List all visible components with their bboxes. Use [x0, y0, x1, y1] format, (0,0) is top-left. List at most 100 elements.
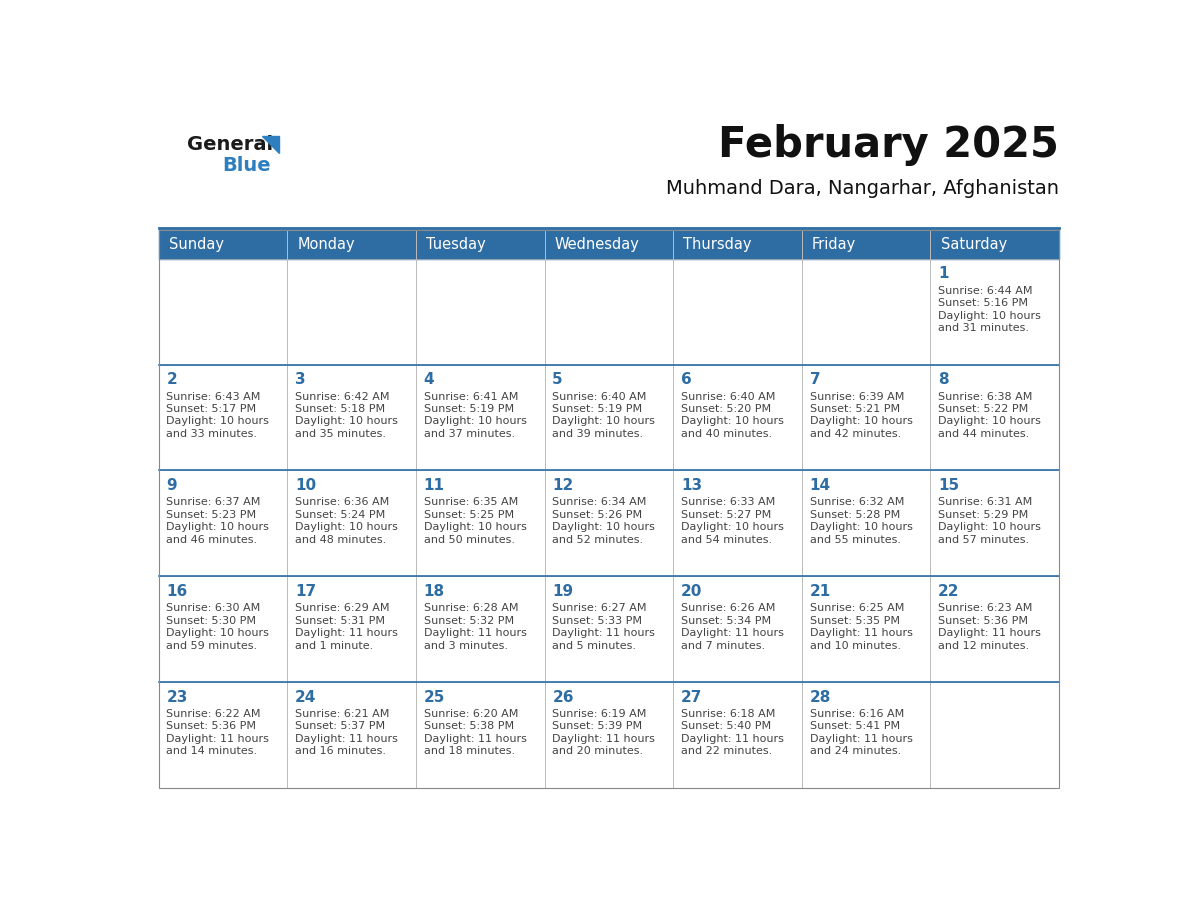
Text: Sunrise: 6:40 AM: Sunrise: 6:40 AM	[681, 391, 776, 401]
Text: Sunset: 5:36 PM: Sunset: 5:36 PM	[939, 616, 1029, 625]
Text: Sunrise: 6:32 AM: Sunrise: 6:32 AM	[809, 498, 904, 508]
Text: Daylight: 10 hours: Daylight: 10 hours	[166, 522, 270, 532]
Text: Sunset: 5:36 PM: Sunset: 5:36 PM	[166, 722, 257, 732]
Text: 7: 7	[809, 373, 820, 387]
Text: Sunset: 5:29 PM: Sunset: 5:29 PM	[939, 509, 1029, 520]
Text: and 54 minutes.: and 54 minutes.	[681, 535, 772, 544]
Text: Saturday: Saturday	[941, 237, 1006, 252]
Text: and 40 minutes.: and 40 minutes.	[681, 429, 772, 439]
Text: 1: 1	[939, 266, 949, 282]
Text: General: General	[188, 135, 273, 154]
Text: 25: 25	[424, 689, 446, 705]
Text: 8: 8	[939, 373, 949, 387]
Text: Daylight: 10 hours: Daylight: 10 hours	[166, 417, 270, 427]
Text: and 37 minutes.: and 37 minutes.	[424, 429, 514, 439]
Bar	[930, 682, 1060, 788]
Text: Sunrise: 6:38 AM: Sunrise: 6:38 AM	[939, 391, 1032, 401]
Text: Daylight: 11 hours: Daylight: 11 hours	[681, 628, 784, 638]
Bar	[802, 364, 930, 470]
Bar	[802, 259, 930, 364]
Text: Sunrise: 6:25 AM: Sunrise: 6:25 AM	[809, 603, 904, 613]
Bar	[158, 470, 287, 577]
Text: Sunrise: 6:30 AM: Sunrise: 6:30 AM	[166, 603, 260, 613]
Text: 21: 21	[809, 584, 830, 599]
Text: Sunrise: 6:27 AM: Sunrise: 6:27 AM	[552, 603, 646, 613]
Text: Sunrise: 6:44 AM: Sunrise: 6:44 AM	[939, 285, 1032, 296]
Text: Daylight: 10 hours: Daylight: 10 hours	[809, 417, 912, 427]
Text: and 5 minutes.: and 5 minutes.	[552, 641, 637, 651]
Bar	[674, 364, 802, 470]
Text: and 18 minutes.: and 18 minutes.	[424, 746, 514, 756]
Text: Daylight: 11 hours: Daylight: 11 hours	[809, 733, 912, 744]
Bar	[544, 577, 674, 682]
Text: Sunrise: 6:21 AM: Sunrise: 6:21 AM	[295, 709, 390, 719]
Text: and 20 minutes.: and 20 minutes.	[552, 746, 644, 756]
Bar	[416, 230, 544, 259]
Text: Sunset: 5:18 PM: Sunset: 5:18 PM	[295, 404, 385, 414]
Text: Sunset: 5:41 PM: Sunset: 5:41 PM	[809, 722, 899, 732]
Bar	[930, 364, 1060, 470]
Text: Sunset: 5:23 PM: Sunset: 5:23 PM	[166, 509, 257, 520]
Text: Sunrise: 6:23 AM: Sunrise: 6:23 AM	[939, 603, 1032, 613]
Text: and 31 minutes.: and 31 minutes.	[939, 323, 1029, 333]
Text: and 33 minutes.: and 33 minutes.	[166, 429, 258, 439]
Text: Sunset: 5:30 PM: Sunset: 5:30 PM	[166, 616, 257, 625]
Bar	[416, 682, 544, 788]
Bar	[930, 230, 1060, 259]
Text: Sunset: 5:37 PM: Sunset: 5:37 PM	[295, 722, 385, 732]
Text: Sunrise: 6:35 AM: Sunrise: 6:35 AM	[424, 498, 518, 508]
Text: Daylight: 11 hours: Daylight: 11 hours	[552, 628, 655, 638]
Text: 26: 26	[552, 689, 574, 705]
Text: 4: 4	[424, 373, 435, 387]
Text: and 22 minutes.: and 22 minutes.	[681, 746, 772, 756]
Text: Muhmand Dara, Nangarhar, Afghanistan: Muhmand Dara, Nangarhar, Afghanistan	[666, 179, 1060, 198]
Text: Daylight: 10 hours: Daylight: 10 hours	[939, 310, 1041, 320]
Bar	[287, 364, 416, 470]
Text: Sunrise: 6:39 AM: Sunrise: 6:39 AM	[809, 391, 904, 401]
Text: and 52 minutes.: and 52 minutes.	[552, 535, 644, 544]
Bar	[674, 682, 802, 788]
Text: 27: 27	[681, 689, 702, 705]
Bar	[674, 577, 802, 682]
Bar	[158, 682, 287, 788]
Text: and 42 minutes.: and 42 minutes.	[809, 429, 901, 439]
Text: Sunset: 5:19 PM: Sunset: 5:19 PM	[552, 404, 643, 414]
Text: Daylight: 11 hours: Daylight: 11 hours	[295, 733, 398, 744]
Text: Sunset: 5:28 PM: Sunset: 5:28 PM	[809, 509, 899, 520]
Text: 11: 11	[424, 478, 444, 493]
Text: Daylight: 11 hours: Daylight: 11 hours	[809, 628, 912, 638]
Text: and 35 minutes.: and 35 minutes.	[295, 429, 386, 439]
Bar	[158, 364, 287, 470]
Text: and 44 minutes.: and 44 minutes.	[939, 429, 1030, 439]
Text: Sunrise: 6:16 AM: Sunrise: 6:16 AM	[809, 709, 904, 719]
Text: Sunrise: 6:36 AM: Sunrise: 6:36 AM	[295, 498, 390, 508]
Text: Daylight: 10 hours: Daylight: 10 hours	[939, 417, 1041, 427]
Text: Daylight: 11 hours: Daylight: 11 hours	[424, 628, 526, 638]
Text: and 57 minutes.: and 57 minutes.	[939, 535, 1029, 544]
Text: Sunrise: 6:22 AM: Sunrise: 6:22 AM	[166, 709, 261, 719]
Bar	[287, 577, 416, 682]
Text: Sunrise: 6:29 AM: Sunrise: 6:29 AM	[295, 603, 390, 613]
Text: and 12 minutes.: and 12 minutes.	[939, 641, 1029, 651]
Bar	[416, 364, 544, 470]
Text: and 1 minute.: and 1 minute.	[295, 641, 373, 651]
Text: 22: 22	[939, 584, 960, 599]
Text: Sunrise: 6:26 AM: Sunrise: 6:26 AM	[681, 603, 776, 613]
Text: 3: 3	[295, 373, 305, 387]
Text: Sunrise: 6:34 AM: Sunrise: 6:34 AM	[552, 498, 646, 508]
Text: Sunrise: 6:33 AM: Sunrise: 6:33 AM	[681, 498, 776, 508]
Text: and 7 minutes.: and 7 minutes.	[681, 641, 765, 651]
Text: Sunset: 5:17 PM: Sunset: 5:17 PM	[166, 404, 257, 414]
Text: Sunrise: 6:31 AM: Sunrise: 6:31 AM	[939, 498, 1032, 508]
Text: Daylight: 10 hours: Daylight: 10 hours	[939, 522, 1041, 532]
Bar	[416, 259, 544, 364]
Text: Sunset: 5:34 PM: Sunset: 5:34 PM	[681, 616, 771, 625]
Bar	[416, 577, 544, 682]
Text: 23: 23	[166, 689, 188, 705]
Bar	[674, 230, 802, 259]
Text: Sunrise: 6:28 AM: Sunrise: 6:28 AM	[424, 603, 518, 613]
Text: Thursday: Thursday	[683, 237, 752, 252]
Text: Daylight: 10 hours: Daylight: 10 hours	[552, 522, 655, 532]
Text: 12: 12	[552, 478, 574, 493]
Text: and 16 minutes.: and 16 minutes.	[295, 746, 386, 756]
